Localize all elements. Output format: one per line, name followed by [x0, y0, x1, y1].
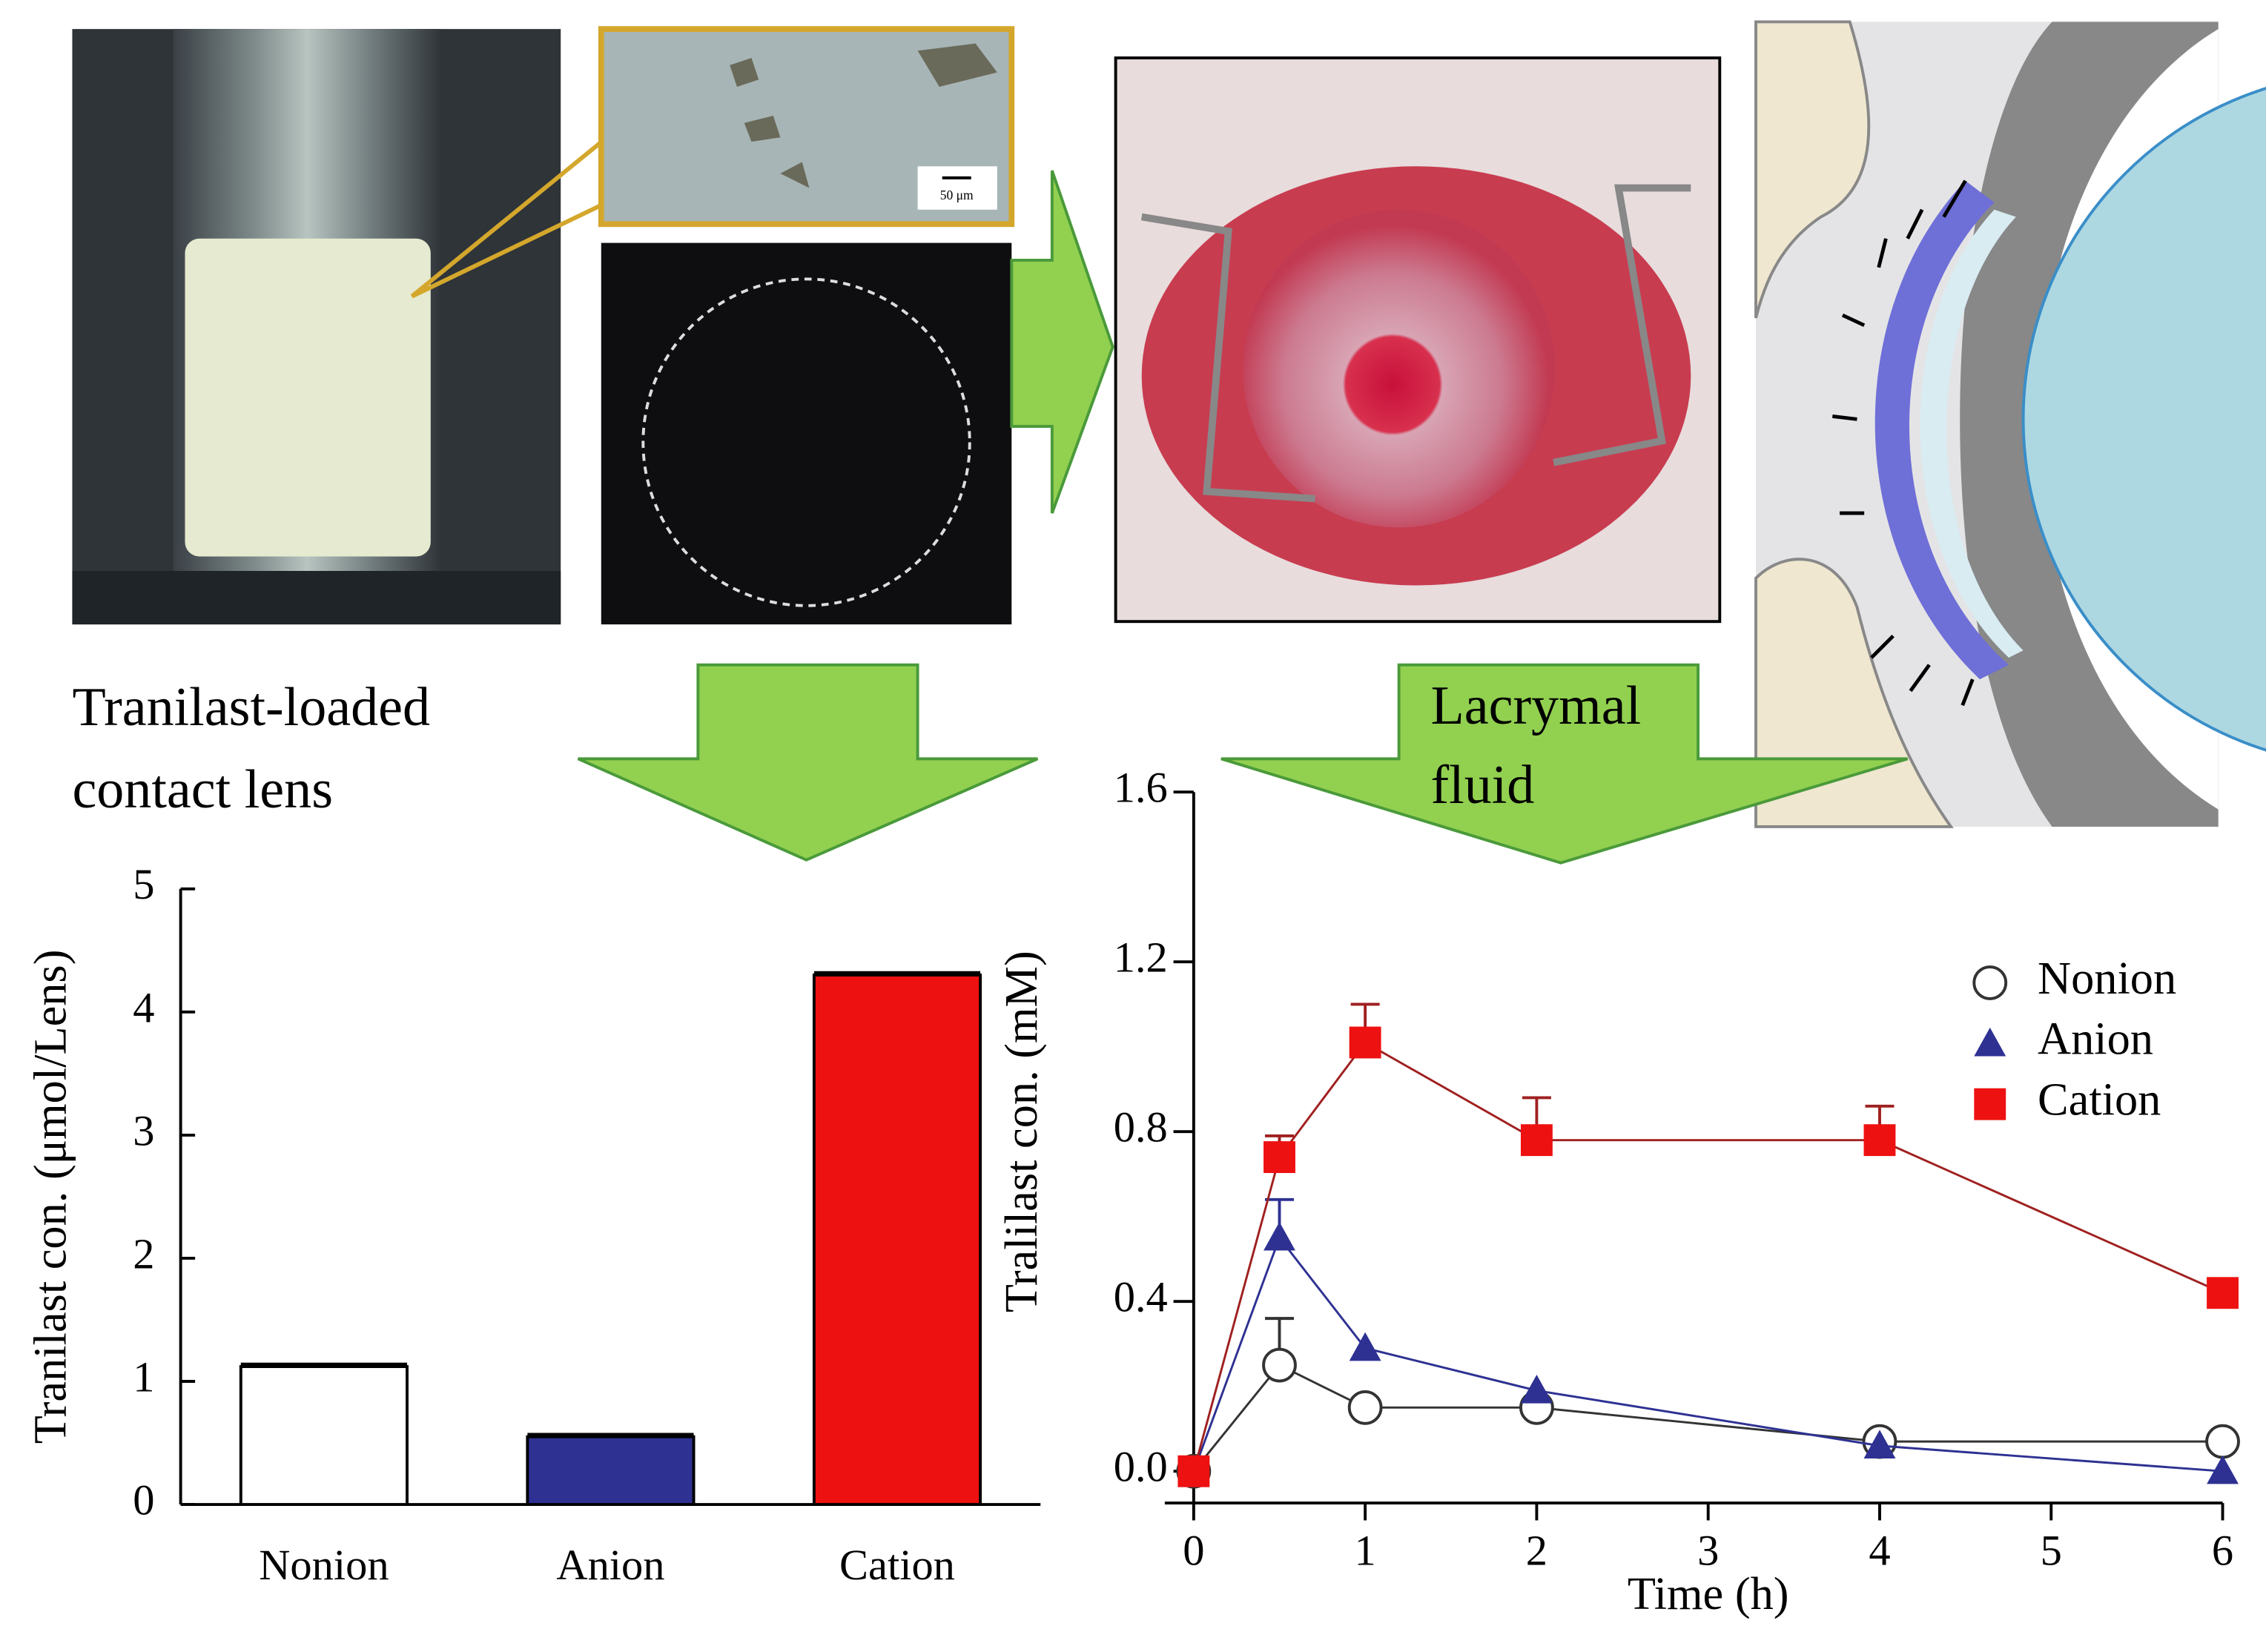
y-tick-label: 4 [133, 983, 154, 1031]
legend-label: Anion [2038, 1014, 2153, 1065]
x-tick-label: Anion [556, 1541, 664, 1589]
fluid-label: Lacrymal [1430, 675, 1641, 736]
error-bar [527, 1433, 694, 1437]
x-tick-label: Cation [839, 1541, 955, 1589]
x-tick-label: 0 [1183, 1527, 1204, 1575]
marker [1264, 1221, 1295, 1251]
marker [2205, 1424, 2240, 1459]
series-line [1192, 1364, 2223, 1473]
marker [1863, 1430, 1896, 1459]
eye-diagram [1754, 20, 2266, 828]
marker [2207, 1455, 2239, 1484]
y-tick-label: 0 [133, 1476, 154, 1524]
x-tick-label: 4 [1869, 1527, 1890, 1575]
marker [1863, 1124, 1896, 1157]
x-axis-label: Time (h) [1628, 1568, 1789, 1619]
marker [1974, 1088, 2006, 1120]
marker [1974, 1027, 2006, 1057]
x-tick-label: 6 [2212, 1527, 2233, 1575]
y-tick-label: 1.6 [1114, 764, 1168, 812]
bar [812, 974, 982, 1506]
rabbit-eye-photo [1114, 56, 1722, 624]
scale-bar-label: 50 μm [940, 188, 974, 202]
lens-photo [601, 242, 1012, 625]
plots: 0 1 2 3 4 5 Tranilast con. (μmol/Lens) Nonion An… [24, 764, 2240, 1619]
legend-label: Cation [2038, 1074, 2161, 1125]
y-tick-label: 0.8 [1114, 1103, 1168, 1152]
lens-label: contact lens [72, 759, 333, 820]
marker [1520, 1375, 1553, 1404]
marker [1262, 1347, 1297, 1383]
marker [1177, 1455, 1210, 1487]
marker [1972, 965, 2008, 1000]
arrows [577, 170, 1909, 865]
y-tick-label: 5 [133, 860, 154, 908]
fluid-label: fluid [1430, 755, 1534, 816]
x-tick-label: 5 [2041, 1527, 2062, 1575]
error-bar [240, 1362, 407, 1367]
error-bar [813, 971, 981, 976]
microscope-photo: 50 μm [598, 26, 1015, 228]
bar [239, 1365, 409, 1506]
x-tick-label: 3 [1697, 1527, 1719, 1575]
x-tick-label: 2 [1526, 1527, 1547, 1575]
marker [1349, 1026, 1381, 1059]
y-axis-label: Tranilast con. (μmol/Lens) [24, 950, 76, 1444]
lens-label: Tranilast-loaded [72, 677, 430, 738]
marker [2207, 1277, 2239, 1309]
y-tick-label: 1 [133, 1352, 154, 1401]
y-tick-label: 2 [133, 1229, 154, 1278]
x-tick-label: Nonion [259, 1541, 389, 1589]
series-line [1192, 1235, 2223, 1473]
y-axis-label: Tralilast con. (mM) [996, 951, 1047, 1312]
marker [1347, 1390, 1383, 1425]
bar [526, 1435, 696, 1506]
y-tick-label: 0.4 [1114, 1273, 1168, 1321]
marker [1349, 1332, 1381, 1361]
x-tick-label: 1 [1355, 1527, 1376, 1575]
series-line [1192, 1041, 2224, 1472]
y-tick-label: 3 [133, 1106, 154, 1154]
vial-photo [72, 29, 609, 625]
marker [1520, 1124, 1553, 1157]
y-tick-label: 1.2 [1114, 934, 1168, 982]
marker [1264, 1141, 1295, 1173]
y-tick-label: 0.0 [1114, 1443, 1168, 1491]
legend-label: Nonion [2038, 953, 2176, 1004]
